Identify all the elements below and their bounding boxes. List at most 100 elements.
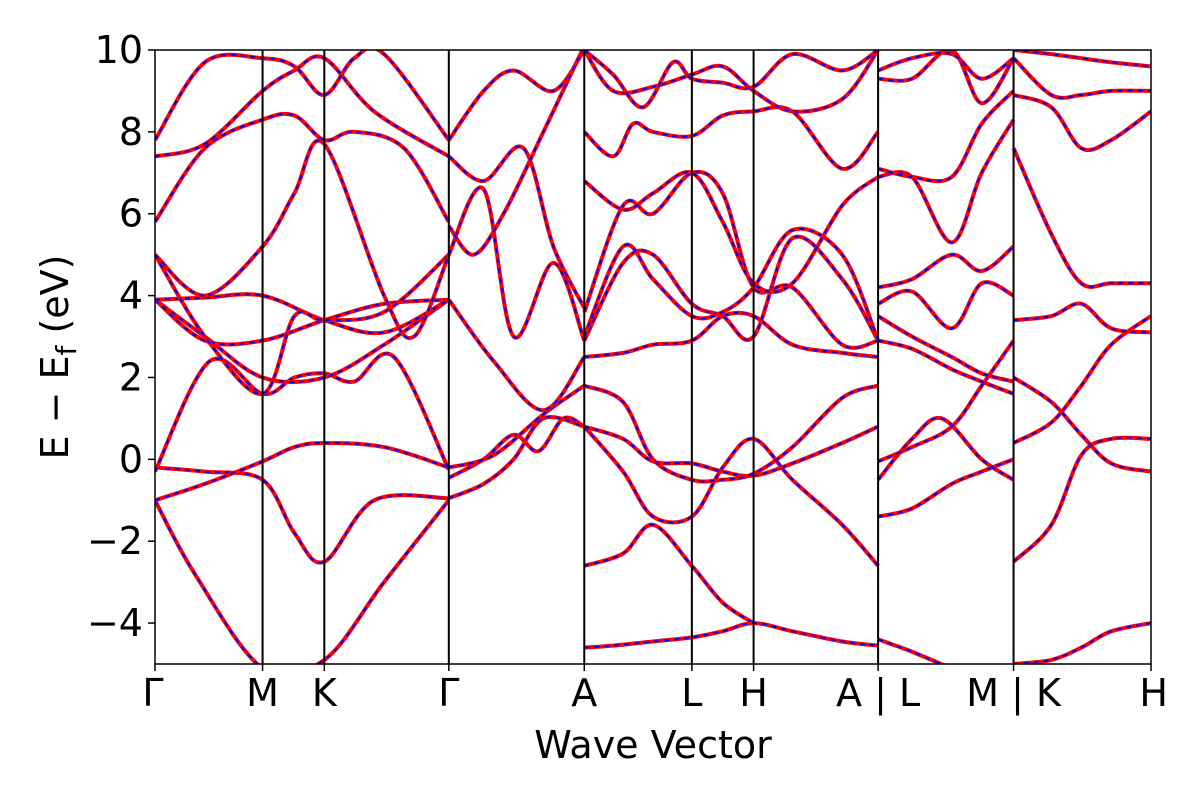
band-line-dashed-31 bbox=[583, 50, 879, 113]
band-line-dashed-41 bbox=[877, 119, 1015, 244]
plot-area bbox=[155, 50, 1151, 664]
band-line-dashed-11 bbox=[155, 50, 450, 141]
band-line-31 bbox=[582, 50, 880, 114]
band-line-dashed-37 bbox=[877, 339, 1014, 395]
band-line-dashed-48 bbox=[1013, 376, 1151, 473]
band-line-dashed-39 bbox=[877, 281, 1015, 330]
band-line-dashed-2 bbox=[155, 441, 450, 502]
y-tick-label: 4 bbox=[119, 274, 143, 318]
band-line-dashed-16 bbox=[447, 186, 586, 341]
band-line-23 bbox=[583, 424, 879, 479]
y-tick-label: 8 bbox=[119, 110, 143, 154]
band-line-dashed-45 bbox=[1013, 622, 1151, 664]
band-line-dashed-13 bbox=[448, 416, 585, 500]
band-line-dashed-49 bbox=[1013, 302, 1151, 334]
y-tick-label: −4 bbox=[87, 601, 143, 645]
band-line-29 bbox=[583, 170, 880, 295]
band-line-dashed-17 bbox=[448, 145, 586, 309]
band-line-dashed-32 bbox=[583, 50, 879, 109]
y-axis-label-unit: (eV) bbox=[33, 255, 77, 346]
band-line-42 bbox=[877, 89, 1016, 184]
band-line-50 bbox=[1011, 147, 1151, 289]
x-tick-label: H bbox=[1139, 671, 1168, 715]
y-tick-label: 6 bbox=[119, 192, 143, 236]
band-line-dashed-34 bbox=[877, 416, 1015, 481]
band-line-0 bbox=[155, 499, 451, 664]
band-line-17 bbox=[447, 144, 587, 309]
x-tick-label: K bbox=[312, 671, 338, 715]
band-line-11 bbox=[155, 50, 451, 142]
band-line-dashed-22 bbox=[583, 425, 879, 567]
band-line-13 bbox=[448, 415, 585, 501]
band-line-dashed-20 bbox=[583, 523, 755, 624]
band-line-dashed-38 bbox=[877, 315, 1014, 383]
band-line-dashed-0 bbox=[155, 499, 450, 664]
band-line-dashed-23 bbox=[584, 425, 879, 478]
band-line-48 bbox=[1012, 375, 1151, 474]
band-line-dashed-27 bbox=[583, 227, 880, 341]
x-tick-label: M bbox=[246, 671, 279, 715]
y-axis-label-subscript: f bbox=[50, 344, 83, 355]
x-tick-label: H bbox=[739, 671, 768, 715]
band-line-dashed-50 bbox=[1012, 147, 1151, 288]
band-line-30 bbox=[582, 104, 880, 171]
band-line-dashed-26 bbox=[583, 235, 879, 342]
y-tick-label: 2 bbox=[119, 355, 143, 399]
band-line-dashed-24 bbox=[583, 384, 879, 483]
band-line-dashed-10 bbox=[155, 55, 450, 158]
band-line-dashed-9 bbox=[155, 112, 450, 223]
x-tick-label: L bbox=[681, 671, 702, 715]
band-line-dashed-3 bbox=[155, 352, 450, 473]
band-line-7 bbox=[155, 253, 451, 396]
band-line-45 bbox=[1013, 621, 1151, 664]
band-line-21 bbox=[584, 621, 879, 650]
x-axis-label: Wave Vector bbox=[534, 723, 772, 767]
band-line-20 bbox=[583, 522, 755, 625]
band-line-44 bbox=[877, 50, 1015, 81]
band-line-dashed-52 bbox=[1012, 57, 1151, 99]
k-point-lines bbox=[261, 50, 1015, 664]
y-axis-label: E − Ef (eV) bbox=[33, 255, 83, 460]
x-tick-label: M | K bbox=[966, 671, 1062, 716]
x-tick-label: Γ bbox=[438, 671, 459, 715]
band-line-dashed-29 bbox=[583, 171, 879, 294]
plot-frame bbox=[154, 49, 1152, 665]
band-line-dashed-44 bbox=[877, 51, 1015, 80]
band-line-19 bbox=[447, 50, 585, 257]
band-line-dashed-18 bbox=[447, 50, 586, 141]
band-line-51 bbox=[1012, 93, 1151, 153]
x-tick-label: A bbox=[571, 671, 597, 715]
band-line-dashed-53 bbox=[1013, 50, 1151, 68]
band-line-28 bbox=[582, 169, 879, 350]
band-line-dashed-19 bbox=[447, 50, 584, 256]
band-line-5 bbox=[155, 297, 449, 347]
band-line-dashed-36 bbox=[877, 638, 944, 664]
y-tick-label: 10 bbox=[95, 28, 143, 72]
band-line-1 bbox=[155, 465, 449, 565]
x-tick-label: A | L bbox=[836, 671, 920, 716]
band-line-32 bbox=[583, 50, 880, 110]
y-tick-label: −2 bbox=[87, 519, 143, 563]
x-tick-label: Γ bbox=[142, 671, 163, 715]
band-line-35 bbox=[877, 339, 1016, 464]
band-line-16 bbox=[446, 185, 587, 342]
y-axis-ticks: −4 −2 0 2 4 6 8 10 bbox=[87, 28, 155, 645]
band-line-dashed-40 bbox=[877, 245, 1015, 289]
band-line-39 bbox=[877, 280, 1015, 331]
band-line-15 bbox=[447, 298, 586, 413]
band-line-46 bbox=[1012, 435, 1151, 564]
band-line-dashed-6 bbox=[155, 293, 450, 335]
y-tick-label: 0 bbox=[119, 437, 143, 481]
band-line-dashed-35 bbox=[877, 340, 1015, 463]
band-line-dashed-42 bbox=[877, 90, 1015, 183]
band-line-dashed-14 bbox=[448, 384, 585, 469]
band-line-18 bbox=[447, 50, 586, 142]
band-line-dashed-1 bbox=[155, 466, 449, 564]
band-line-dashed-8 bbox=[155, 139, 450, 339]
band-line-8 bbox=[155, 138, 451, 340]
band-line-40 bbox=[877, 244, 1015, 290]
band-line-dashed-12 bbox=[448, 416, 585, 479]
band-line-dashed-51 bbox=[1013, 94, 1151, 152]
